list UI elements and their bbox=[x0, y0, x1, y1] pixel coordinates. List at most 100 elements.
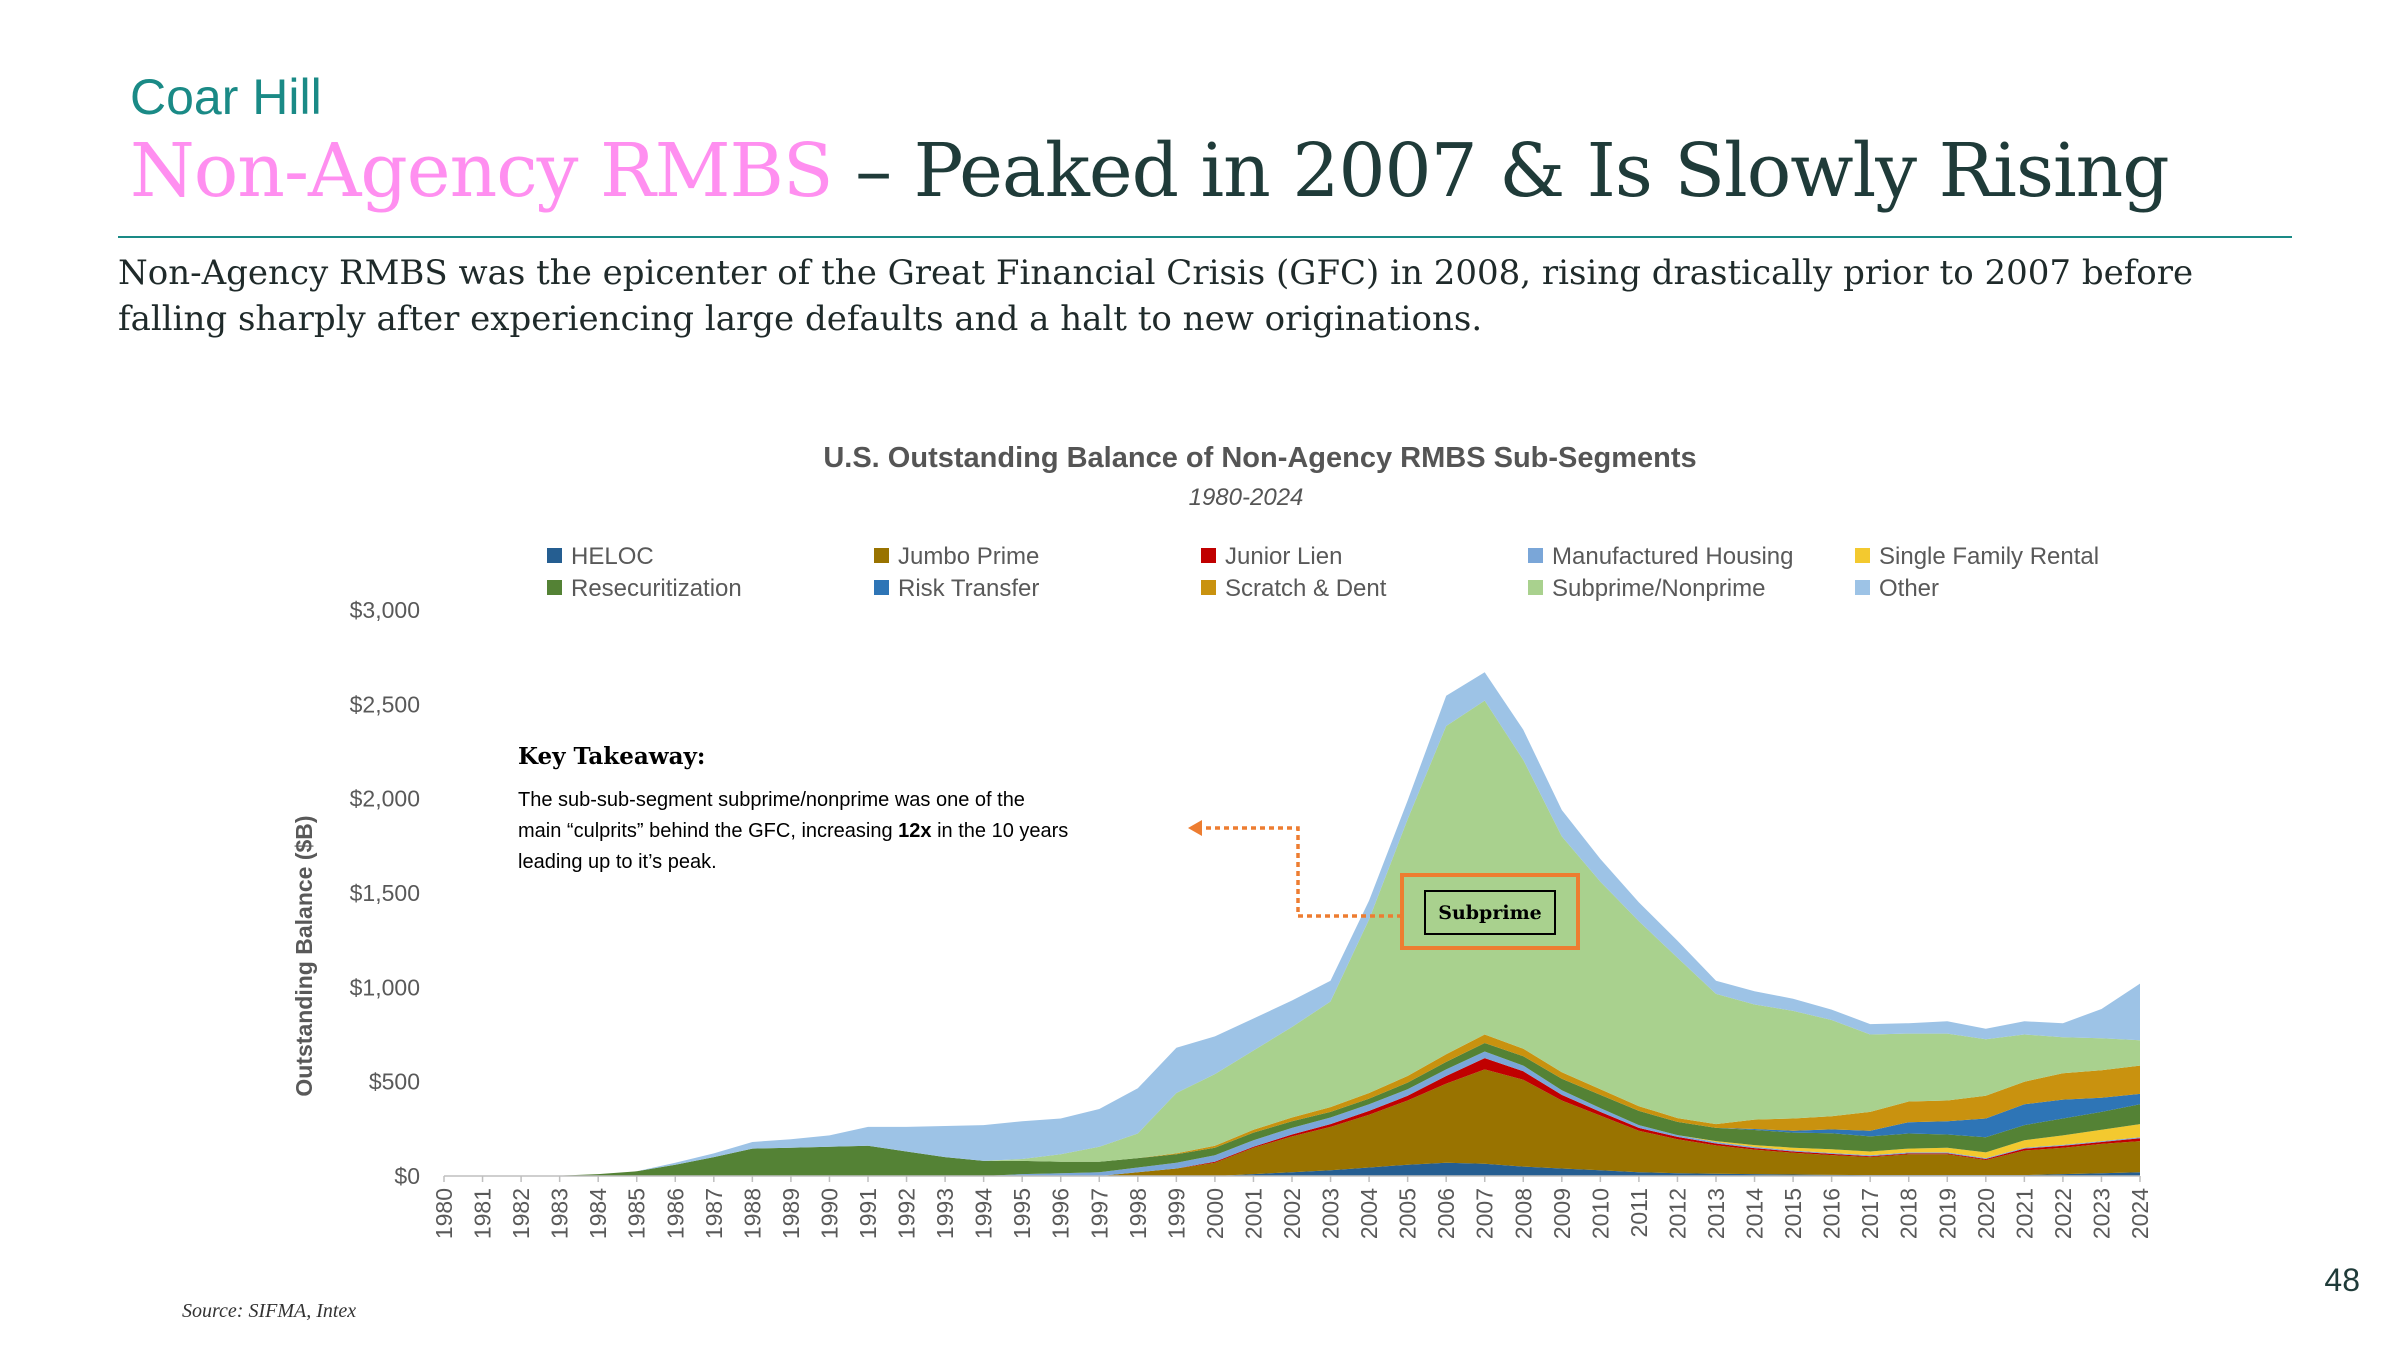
legend-swatch bbox=[1201, 580, 1216, 595]
y-tick-label: $1,500 bbox=[350, 880, 420, 906]
callout-arrowhead bbox=[1188, 820, 1202, 836]
x-tick-label: 1997 bbox=[1086, 1188, 1112, 1239]
legend-swatch bbox=[1528, 548, 1543, 563]
x-tick-label: 1987 bbox=[701, 1188, 727, 1239]
x-tick-label: 2008 bbox=[1510, 1188, 1536, 1239]
y-tick-label: $3,000 bbox=[350, 597, 420, 623]
x-tick-label: 2017 bbox=[1857, 1188, 1883, 1239]
y-tick-label: $500 bbox=[369, 1069, 420, 1095]
key-takeaway-line-2-post: in the 10 years bbox=[932, 820, 1069, 842]
page-title: Non-Agency RMBS – Peaked in 2007 & Is Sl… bbox=[130, 128, 2170, 214]
legend-swatch bbox=[1528, 580, 1543, 595]
x-tick-label: 2023 bbox=[2088, 1188, 2114, 1239]
x-tick-label: 1980 bbox=[431, 1188, 457, 1239]
legend-item: Other bbox=[1855, 575, 1939, 602]
chart-legend: HELOC Jumbo Prime Junior Lien Manufactured … bbox=[547, 543, 2099, 602]
x-tick-label: 1988 bbox=[739, 1188, 765, 1239]
title-divider bbox=[118, 236, 2292, 238]
y-tick-label: $1,000 bbox=[350, 974, 420, 1000]
legend-swatch bbox=[1855, 580, 1870, 595]
legend-label: Resecuritization bbox=[571, 575, 742, 602]
x-tick-label: 2000 bbox=[1202, 1188, 1228, 1239]
legend-label: Scratch & Dent bbox=[1225, 575, 1387, 602]
subprime-callout: Subprime bbox=[1188, 820, 1580, 950]
legend-item: Single Family Rental bbox=[1855, 543, 2099, 570]
key-takeaway-heading: Key Takeaway: bbox=[518, 743, 705, 770]
x-tick-label: 1984 bbox=[585, 1188, 611, 1239]
subprime-label-box bbox=[1424, 890, 1556, 935]
y-axis-label: Outstanding Balance ($B) bbox=[291, 815, 317, 1096]
x-tick-label: 1981 bbox=[470, 1188, 496, 1239]
y-axis: $0 $500 $1,000 $1,500 $2,000 $2,500 $3,000 bbox=[350, 597, 420, 1189]
legend-item: Risk Transfer bbox=[874, 575, 1039, 602]
x-tick-label: 1993 bbox=[932, 1188, 958, 1239]
x-tick-label: 2012 bbox=[1664, 1188, 1690, 1239]
legend-swatch bbox=[874, 580, 889, 595]
x-tick-label: 2014 bbox=[1742, 1188, 1768, 1239]
key-takeaway-annotation: Key Takeaway: The sub-sub-segment subpri… bbox=[518, 743, 1068, 873]
legend-label: HELOC bbox=[571, 543, 654, 570]
x-tick-label: 1998 bbox=[1125, 1188, 1151, 1239]
key-takeaway-line-2-bold: 12x bbox=[898, 820, 931, 842]
x-tick-label: 1991 bbox=[855, 1188, 881, 1239]
x-tick-label: 1986 bbox=[662, 1188, 688, 1239]
title-rest: – Peaked in 2007 & Is Slowly Rising bbox=[832, 128, 2170, 214]
x-tick-label: 1989 bbox=[778, 1188, 804, 1239]
x-tick-label: 1995 bbox=[1009, 1188, 1035, 1239]
callout-dotted-connector bbox=[1196, 826, 1402, 918]
legend-label: Other bbox=[1879, 575, 1939, 602]
x-axis: 1980 1981 1982 1983 1984 1985 1986 1987 1988 1989… bbox=[431, 1176, 2153, 1239]
y-tick-label: $2,000 bbox=[350, 786, 420, 812]
key-takeaway-line-3: leading up to it’s peak. bbox=[518, 851, 717, 873]
legend-label: Jumbo Prime bbox=[898, 543, 1039, 570]
x-tick-label: 1994 bbox=[971, 1188, 997, 1239]
x-tick-label: 2009 bbox=[1549, 1188, 1575, 1239]
x-tick-label: 2006 bbox=[1433, 1188, 1459, 1239]
chart-title: U.S. Outstanding Balance of Non-Agency R… bbox=[823, 442, 1696, 474]
x-tick-label: 2022 bbox=[2050, 1188, 2076, 1239]
key-takeaway-line-1: The sub-sub-segment subprime/nonprime wa… bbox=[518, 789, 1025, 811]
legend-label: Subprime/Nonprime bbox=[1552, 575, 1765, 602]
x-tick-label: 1982 bbox=[508, 1188, 534, 1239]
legend-swatch bbox=[874, 548, 889, 563]
x-tick-label: 1985 bbox=[624, 1188, 650, 1239]
legend-swatch bbox=[1201, 548, 1216, 563]
subprime-label: Subprime bbox=[1438, 902, 1542, 924]
key-takeaway-line-2: main “culprits” behind the GFC, increasi… bbox=[518, 820, 1068, 842]
legend-swatch bbox=[1855, 548, 1870, 563]
legend-swatch bbox=[547, 580, 562, 595]
legend-swatch bbox=[547, 548, 562, 563]
x-tick-label: 2001 bbox=[1240, 1188, 1266, 1239]
legend-label: Manufactured Housing bbox=[1552, 543, 1793, 570]
x-tick-label: 2007 bbox=[1472, 1188, 1498, 1239]
x-tick-label: 1983 bbox=[547, 1188, 573, 1239]
y-tick-label: $2,500 bbox=[350, 691, 420, 717]
x-tick-label: 1992 bbox=[894, 1188, 920, 1239]
legend-item: Junior Lien bbox=[1201, 543, 1342, 570]
source-note: Source: SIFMA, Intex bbox=[182, 1300, 357, 1322]
x-tick-label: 2004 bbox=[1356, 1188, 1382, 1239]
x-tick-label: 2005 bbox=[1395, 1188, 1421, 1239]
callout-orange-box bbox=[1400, 873, 1580, 950]
title-highlight: Non-Agency RMBS bbox=[130, 128, 834, 214]
x-tick-label: 1996 bbox=[1048, 1188, 1074, 1239]
page-subtitle: Non-Agency RMBS was the epicenter of the… bbox=[118, 253, 2194, 339]
x-tick-label: 2010 bbox=[1587, 1188, 1613, 1239]
x-tick-label: 2013 bbox=[1703, 1188, 1729, 1239]
area-jumbo-prime bbox=[444, 1069, 2140, 1176]
key-takeaway-line-2-pre: main “culprits” behind the GFC, increasi… bbox=[518, 820, 898, 842]
legend-item: Resecuritization bbox=[547, 575, 742, 602]
area-heloc bbox=[444, 1162, 2140, 1176]
x-tick-label: 2002 bbox=[1279, 1188, 1305, 1239]
x-tick-label: 1990 bbox=[816, 1188, 842, 1239]
legend-item: Manufactured Housing bbox=[1528, 543, 1793, 570]
x-tick-label: 2020 bbox=[1973, 1188, 1999, 1239]
x-tick-label: 2019 bbox=[1934, 1188, 1960, 1239]
x-tick-label: 2021 bbox=[2011, 1188, 2037, 1239]
x-tick-label: 1999 bbox=[1163, 1188, 1189, 1239]
legend-item: Subprime/Nonprime bbox=[1528, 575, 1765, 602]
x-tick-label: 2018 bbox=[1896, 1188, 1922, 1239]
legend-item: Jumbo Prime bbox=[874, 543, 1039, 570]
y-tick-label: $0 bbox=[394, 1163, 420, 1189]
